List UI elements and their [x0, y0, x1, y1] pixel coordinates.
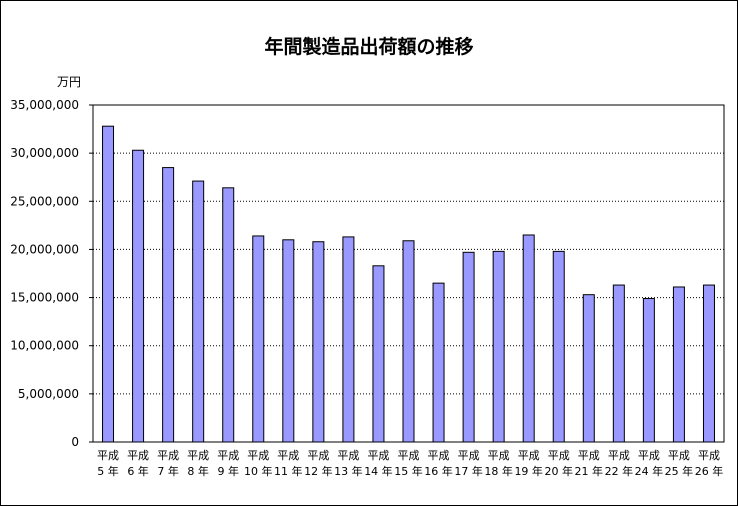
- y-tick-label: 20,000,000: [10, 242, 79, 256]
- x-tick-label: 平成: [398, 449, 420, 462]
- x-tick-label: 16 年: [424, 464, 453, 478]
- bar: [342, 236, 355, 443]
- bar: [612, 284, 625, 443]
- bar: [702, 284, 715, 443]
- bar: [222, 187, 235, 443]
- x-tick-label: 24 年: [635, 464, 664, 478]
- bar: [642, 298, 655, 443]
- x-tick-label: 平成: [97, 449, 119, 462]
- x-tick-label: 14 年: [364, 464, 393, 478]
- x-tick-label: 21 年: [575, 464, 604, 478]
- y-tick-label: 25,000,000: [10, 194, 79, 208]
- bar: [492, 250, 505, 443]
- bars: [102, 125, 715, 443]
- x-tick-label: 平成: [488, 449, 510, 462]
- bar: [282, 239, 295, 443]
- x-tick-label: 9 年: [217, 464, 239, 478]
- bar: [522, 234, 535, 443]
- x-tick-label: 25 年: [665, 464, 694, 478]
- bar: [672, 286, 685, 443]
- x-tick-label: 平成: [247, 449, 269, 462]
- bar: [402, 240, 415, 443]
- bar: [462, 251, 475, 443]
- x-tick-label: 平成: [608, 449, 630, 462]
- y-tick-label: 15,000,000: [10, 291, 79, 305]
- y-tick-label: 0: [71, 435, 79, 449]
- bar: [432, 282, 445, 443]
- y-axis-unit-label: 万円: [57, 75, 81, 89]
- y-tick-label: 35,000,000: [10, 98, 79, 112]
- x-tick-label: 平成: [548, 449, 570, 462]
- x-tick-label: 平成: [638, 449, 660, 462]
- bar: [132, 149, 145, 443]
- y-tick-label: 30,000,000: [10, 146, 79, 160]
- x-tick-label: 平成: [127, 449, 149, 462]
- y-tick-label: 5,000,000: [18, 387, 79, 401]
- chart-title: 年間製造品出荷額の推移: [264, 35, 473, 58]
- x-tick-label: 10 年: [244, 464, 273, 478]
- x-tick-label: 11 年: [274, 464, 303, 478]
- x-tick-label: 平成: [307, 449, 329, 462]
- x-tick-label: 8 年: [187, 464, 209, 478]
- x-tick-label: 平成: [428, 449, 450, 462]
- bar: [552, 250, 565, 443]
- x-tick-label: 平成: [367, 449, 389, 462]
- y-axis-tick-labels: 0 5,000,000 10,000,000 15,000,000 20,000,000…: [10, 98, 93, 449]
- x-tick-label: 平成: [668, 449, 690, 462]
- x-tick-label: 平成: [337, 449, 359, 462]
- x-tick-label: 12 年: [304, 464, 333, 478]
- x-tick-label: 平成: [277, 449, 299, 462]
- x-tick-label: 22 年: [605, 464, 634, 478]
- y-tick-label: 10,000,000: [10, 339, 79, 353]
- bar: [252, 235, 265, 443]
- bar: [102, 125, 115, 443]
- x-tick-label: 18 年: [484, 464, 513, 478]
- x-tick-label: 平成: [518, 449, 540, 462]
- bar: [312, 241, 325, 443]
- x-tick-label: 20 年: [544, 464, 573, 478]
- x-tick-label: 5 年: [97, 464, 119, 478]
- x-tick-label: 13 年: [334, 464, 363, 478]
- bar: [192, 180, 205, 443]
- x-tick-label: 平成: [187, 449, 209, 462]
- bar: [582, 294, 595, 443]
- x-tick-label: 平成: [217, 449, 239, 462]
- x-tick-label: 17 年: [454, 464, 483, 478]
- x-tick-label: 平成: [698, 449, 720, 462]
- x-tick-label: 6 年: [127, 464, 149, 478]
- x-tick-label: 19 年: [514, 464, 543, 478]
- x-tick-label: 平成: [458, 449, 480, 462]
- bar: [162, 167, 175, 443]
- x-tick-label: 26 年: [695, 464, 724, 478]
- x-tick-label: 15 年: [394, 464, 423, 478]
- bar: [372, 265, 385, 443]
- x-tick-label: 平成: [578, 449, 600, 462]
- x-tick-label: 平成: [157, 449, 179, 462]
- x-tick-label: 7 年: [157, 464, 179, 478]
